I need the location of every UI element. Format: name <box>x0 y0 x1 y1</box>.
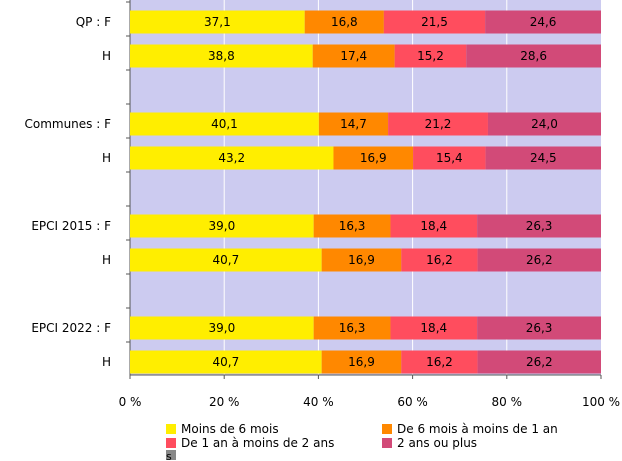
bar-segment <box>394 44 467 68</box>
bar-value-label: 15,2 <box>417 49 444 63</box>
legend-item-1-2-ans: De 1 an à moins de 2 ans <box>166 436 334 450</box>
bar-value-label: 26,2 <box>526 253 553 267</box>
bar-value-label: 24,0 <box>531 117 558 131</box>
bar-segment <box>390 214 478 238</box>
x-tick-label: 40 % <box>303 395 334 409</box>
bar-segment <box>390 316 478 340</box>
category-label: EPCI 2015 : F <box>31 219 111 233</box>
legend-label: Moins de 6 mois <box>181 422 279 436</box>
bar-value-label: 14,7 <box>340 117 367 131</box>
legend-label-s: s <box>166 451 172 461</box>
category-label: H <box>102 355 111 369</box>
x-tick-label: 100 % <box>582 395 620 409</box>
category-label: H <box>102 151 111 165</box>
bar-value-label: 43,2 <box>218 151 245 165</box>
legend-item-6-mois-1-an: De 6 mois à moins de 1 an <box>382 422 558 436</box>
bar-segment <box>485 146 601 170</box>
legend-swatch <box>166 450 176 460</box>
bar-value-label: 39,0 <box>208 219 235 233</box>
bar-value-label: 24,6 <box>530 15 557 29</box>
x-tick-label: 20 % <box>209 395 240 409</box>
bar-segment <box>312 44 395 68</box>
bar-segment <box>130 248 322 272</box>
bar-segment <box>130 350 322 374</box>
legend-swatch <box>166 424 176 434</box>
legend-item-2-ans-plus: 2 ans ou plus <box>382 436 477 450</box>
bar-value-label: 16,2 <box>426 355 453 369</box>
legend-item-s <box>166 450 181 461</box>
legend-label: De 6 mois à moins de 1 an <box>397 422 558 436</box>
bar-value-label: 40,7 <box>212 355 239 369</box>
bar-segment <box>477 316 601 340</box>
x-tick-label: 80 % <box>492 395 523 409</box>
bar-segment <box>333 146 414 170</box>
bar-value-label: 16,9 <box>360 151 387 165</box>
bar-segment <box>388 112 488 136</box>
bar-segment <box>487 112 601 136</box>
bar-value-label: 18,4 <box>420 219 447 233</box>
bar-segment <box>304 10 384 34</box>
legend-label: 2 ans ou plus <box>397 436 478 450</box>
bar-segment <box>313 316 391 340</box>
bar-value-label: 16,8 <box>331 15 358 29</box>
bar-value-label: 37,1 <box>204 15 231 29</box>
bar-segment <box>477 350 601 374</box>
bar-value-label: 39,0 <box>208 321 235 335</box>
bar-segment <box>313 214 391 238</box>
category-label: H <box>102 253 111 267</box>
category-label: Communes : F <box>24 117 111 131</box>
bar-segment <box>130 112 319 136</box>
bar-segment <box>485 10 601 34</box>
bar-segment <box>130 146 334 170</box>
bar-segment <box>383 10 486 34</box>
bar-segment <box>466 44 601 68</box>
bar-value-label: 16,2 <box>426 253 453 267</box>
legend-label: De 1 an à moins de 2 ans <box>181 436 335 450</box>
bar-value-label: 26,3 <box>526 321 553 335</box>
bar-segment <box>130 316 314 340</box>
bar-value-label: 16,3 <box>339 219 366 233</box>
bar-value-label: 15,4 <box>436 151 463 165</box>
bar-value-label: 16,9 <box>348 253 375 267</box>
bar-value-label: 26,2 <box>526 355 553 369</box>
category-label: H <box>102 49 111 63</box>
legend-swatch <box>166 438 176 448</box>
legend-swatch <box>382 424 392 434</box>
bar-value-label: 18,4 <box>420 321 447 335</box>
bar-segment <box>477 248 601 272</box>
bar-value-label: 24,5 <box>530 151 557 165</box>
bar-segment <box>321 248 402 272</box>
bar-segment <box>130 214 314 238</box>
bar-segment <box>477 214 601 238</box>
bar-segment <box>401 350 478 374</box>
bar-value-label: 40,7 <box>212 253 239 267</box>
legend-item-moins-6-mois: Moins de 6 mois <box>166 422 279 436</box>
bar-value-label: 21,5 <box>421 15 448 29</box>
bar-segment <box>318 112 389 136</box>
category-label: QP : F <box>76 15 111 29</box>
bar-segment <box>413 146 486 170</box>
bar-segment <box>401 248 478 272</box>
bar-value-label: 16,9 <box>348 355 375 369</box>
bar-segment <box>130 10 305 34</box>
legend-swatch <box>382 438 392 448</box>
bar-value-label: 40,1 <box>211 117 238 131</box>
bar-value-label: 38,8 <box>208 49 235 63</box>
bar-segment <box>321 350 402 374</box>
bar-value-label: 21,2 <box>425 117 452 131</box>
bar-value-label: 26,3 <box>526 219 553 233</box>
bar-value-label: 28,6 <box>520 49 547 63</box>
x-tick-label: 0 % <box>119 395 142 409</box>
bar-value-label: 16,3 <box>339 321 366 335</box>
bar-value-label: 17,4 <box>340 49 367 63</box>
x-tick-label: 60 % <box>397 395 428 409</box>
category-label: EPCI 2022 : F <box>31 321 111 335</box>
bar-segment <box>130 44 313 68</box>
